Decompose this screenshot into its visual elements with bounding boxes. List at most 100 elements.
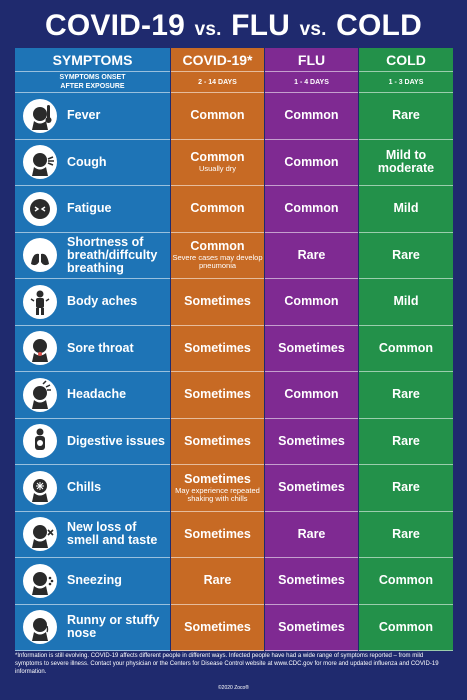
title-vs-2: vs. (299, 19, 327, 40)
covid-value-cell: Rare (171, 558, 264, 605)
flu-value: Sometimes (278, 433, 345, 448)
flu-value-cell: Rare (265, 511, 358, 558)
flu-value: Rare (297, 526, 326, 541)
cold-value-cell: Common (359, 558, 453, 605)
cold-value: Rare (392, 247, 420, 262)
cold-value-cell: Common (359, 325, 453, 372)
covid-value-cell: Common (171, 186, 264, 233)
covid-value: Sometimes (184, 340, 251, 355)
cold-value: Rare (392, 387, 420, 402)
chills-icon (23, 470, 57, 505)
flu-value-cell: Rare (265, 232, 358, 279)
symptom-cell: New loss of smell and taste (15, 511, 170, 558)
symptom-cell: Fatigue (15, 186, 170, 233)
copyright: ©2020 Zoco® (218, 685, 249, 691)
title-flu: FLU (231, 9, 291, 42)
covid-note: Usually dry (198, 164, 237, 174)
covid-note: May experience repeated shaking with chi… (175, 485, 260, 503)
poster-title: COVID-19 vs. FLU vs. COLD (0, 0, 467, 48)
flu-value: Common (284, 108, 339, 123)
cold-value: Common (378, 573, 434, 588)
symptom-cell: Headache (15, 372, 170, 419)
covid-value-cell: Sometimes (171, 418, 264, 465)
cold-value: Rare (392, 526, 420, 541)
flu-value: Sometimes (278, 340, 345, 355)
symptom-cell: Sneezing (15, 558, 170, 605)
flu-value: Sometimes (278, 573, 345, 588)
symptom-cell: Chills (15, 465, 170, 512)
symptom-label: Cough (67, 154, 107, 169)
title-covid: COVID-19 (45, 9, 186, 42)
title-cold: COLD (336, 9, 422, 42)
symptom-cell: Digestive issues (15, 418, 170, 465)
flu-value: Common (284, 294, 339, 309)
symptom-cell: Shortness of breath/diffculty breathing (15, 232, 170, 279)
flu-value: Rare (297, 247, 326, 262)
cold-value-cell: Mild (359, 186, 453, 233)
symptom-label: Sore throat (67, 340, 134, 355)
covid-value-cell: Sometimes (171, 372, 264, 419)
covid-value: Common (190, 239, 245, 254)
symptom-label: New loss of smell and taste (67, 520, 158, 548)
cold-value-cell: Rare (359, 372, 453, 419)
covid-value: Sometimes (184, 471, 251, 486)
cough-head-icon (23, 145, 57, 180)
symptom-label: Digestive issues (67, 433, 165, 448)
cold-value: Mild to moderate (377, 148, 435, 176)
covid-value: Common (190, 150, 245, 165)
symptom-cell: Body aches (15, 279, 170, 326)
onset-covid: 2 - 14 DAYS (171, 72, 264, 93)
cold-value: Mild (393, 294, 419, 309)
covid-value: Rare (203, 573, 232, 588)
cold-value-cell: Mild (359, 279, 453, 326)
flu-value: Sometimes (278, 480, 345, 495)
digestive-icon (23, 424, 57, 459)
covid-value-cell: Common Usually dry (171, 139, 264, 186)
cold-value-cell: Rare (359, 465, 453, 512)
symptom-cell: Runny or stuffy nose (15, 604, 170, 651)
symptom-cell: Cough (15, 139, 170, 186)
covid-value-cell: Sometimes May experience repeated shaking… (171, 465, 264, 512)
header-covid: COVID-19* (171, 48, 264, 72)
header-cold: COLD (359, 48, 453, 72)
covid-value: Sometimes (184, 294, 251, 309)
cold-value: Common (378, 340, 434, 355)
body-aches-icon (23, 284, 57, 319)
onset-label: SYMPTOMS ONSET AFTER EXPOSURE (15, 72, 170, 93)
covid-value: Common (190, 201, 245, 216)
covid-note: Severe cases may develop pneumonia (172, 253, 263, 271)
symptom-label: Body aches (67, 294, 138, 309)
flu-value: Sometimes (278, 619, 345, 634)
flu-value: Common (284, 154, 339, 169)
covid-value: Sometimes (184, 619, 251, 634)
header-symptoms: SYMPTOMS (15, 48, 170, 72)
symptom-cell: Fever (15, 93, 170, 140)
cold-value: Rare (392, 108, 420, 123)
covid-value-cell: Sometimes (171, 604, 264, 651)
cold-value: Common (378, 619, 434, 634)
covid-value: Common (190, 108, 245, 123)
thermometer-head-icon (23, 98, 57, 133)
cold-value-cell: Rare (359, 418, 453, 465)
flu-value-cell: Common (265, 372, 358, 419)
flu-value-cell: Sometimes (265, 558, 358, 605)
flu-value-cell: Sometimes (265, 418, 358, 465)
flu-value-cell: Sometimes (265, 604, 358, 651)
cold-value-cell: Rare (359, 93, 453, 140)
flu-value-cell: Common (265, 93, 358, 140)
lungs-icon (23, 238, 57, 273)
tired-head-icon (23, 191, 57, 226)
flu-value: Common (284, 387, 339, 402)
cold-value: Rare (392, 433, 420, 448)
cold-value-cell: Common (359, 604, 453, 651)
loss-smell-icon (23, 517, 57, 552)
onset-flu: 1 - 4 DAYS (265, 72, 358, 93)
sneezing-icon (23, 563, 57, 598)
flu-value-cell: Sometimes (265, 465, 358, 512)
footer-disclaimer: *Information is still evolving. COVID-19… (15, 653, 439, 675)
symptom-label: Shortness of breath/diffculty breathing (67, 234, 158, 275)
onset-label-text: SYMPTOMS ONSET AFTER EXPOSURE (59, 74, 126, 90)
symptom-label: Fatigue (67, 201, 112, 216)
sore-throat-icon (23, 331, 57, 366)
covid-value-cell: Common Severe cases may develop pneumonia (171, 232, 264, 279)
